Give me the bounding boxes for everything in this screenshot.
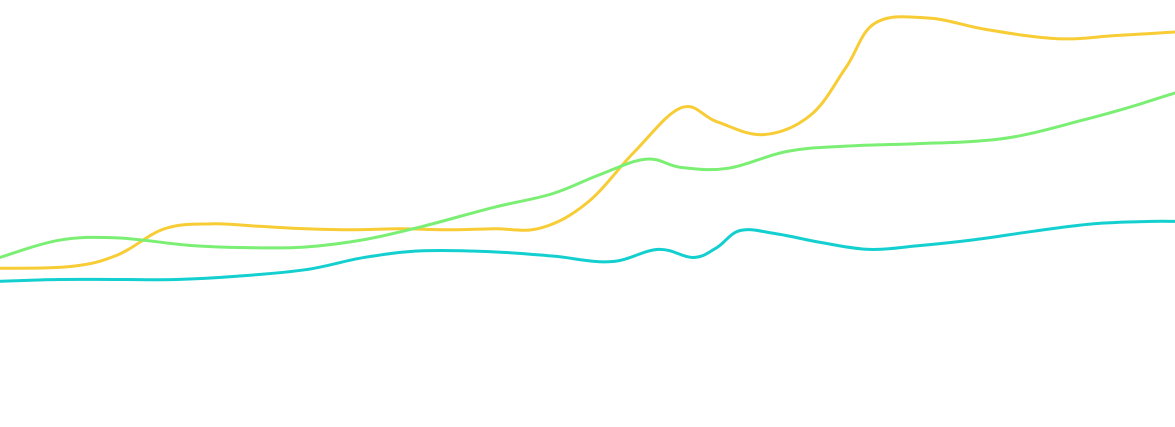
series-line-2 [0, 91, 1175, 259]
series-line-1 [0, 15, 1175, 270]
series-layer [0, 15, 1175, 283]
series-line-3 [0, 219, 1175, 283]
